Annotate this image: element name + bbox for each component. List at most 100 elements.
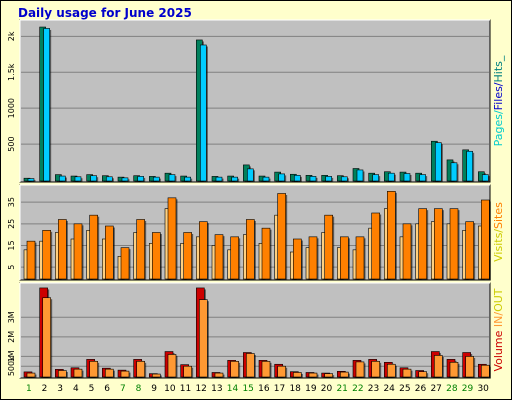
files-bar — [278, 173, 285, 182]
volume-out-bar — [230, 361, 239, 378]
visits-bar — [340, 236, 349, 280]
visits-bar — [246, 219, 255, 280]
files-bar — [466, 150, 473, 182]
volume-out-bar — [355, 361, 365, 378]
visits-bar — [42, 230, 51, 280]
visits-bar — [136, 219, 145, 280]
visits-legend-part: / — [492, 229, 505, 233]
volume-out-bar — [120, 370, 130, 378]
volume-out-bar — [105, 368, 114, 378]
volume-out-bar — [152, 373, 161, 378]
day-label: 25 — [399, 384, 410, 394]
visits-bar — [167, 197, 177, 280]
y-tick-label: 3M — [7, 311, 16, 323]
visits-bar — [418, 208, 427, 280]
volume-out-bar — [42, 297, 51, 378]
volume-out-bar — [246, 353, 255, 378]
files-bar — [27, 178, 35, 182]
hits-legend-part: / — [492, 110, 505, 114]
visits-bar — [308, 236, 318, 280]
y-tick-label: 35 — [7, 197, 16, 207]
day-label: 13 — [211, 384, 222, 394]
volume-out-bar — [387, 363, 396, 378]
day-label: 17 — [274, 384, 285, 394]
files-bar — [435, 142, 442, 182]
volume-legend-part: / — [492, 312, 505, 316]
visits-bar — [449, 208, 459, 280]
visits-bar — [152, 232, 161, 280]
visits-bar — [26, 240, 36, 280]
volume-out-bar — [58, 370, 67, 378]
day-label: 20 — [321, 384, 333, 394]
files-bar — [184, 176, 191, 182]
volume-out-bar — [183, 365, 192, 378]
files-bar — [59, 175, 66, 182]
visits-bar — [105, 225, 114, 280]
visits-bar — [355, 236, 365, 280]
visits-bar — [230, 236, 239, 280]
hits-legend: Pages/Files/Hits_ — [492, 55, 505, 146]
files-bar — [106, 176, 113, 182]
day-label: 4 — [73, 384, 79, 394]
day-label: 26 — [415, 384, 427, 394]
day-label: 1 — [26, 384, 32, 394]
hits-legend-part: Hits_ — [492, 55, 505, 82]
visits-bar — [387, 191, 396, 280]
visits-bar — [277, 193, 286, 280]
files-bar — [262, 176, 270, 182]
files-bar — [450, 162, 458, 182]
y-tick-label: 500 — [7, 136, 16, 151]
visits-bar — [324, 214, 333, 280]
visits-legend-part: Sites — [492, 202, 505, 229]
volume-out-bar — [340, 371, 349, 378]
day-label: 28 — [446, 384, 458, 394]
files-bar — [74, 176, 82, 182]
volume-out-bar — [418, 371, 427, 378]
day-label: 24 — [383, 384, 395, 394]
files-bar — [356, 169, 364, 182]
visits-bar — [371, 212, 380, 280]
day-label: 2 — [42, 384, 48, 394]
visits-bar — [434, 208, 443, 280]
files-bar — [200, 44, 207, 182]
visits-bar — [73, 223, 83, 280]
files-bar — [215, 176, 223, 182]
files-bar — [309, 176, 317, 182]
volume-out-bar — [26, 372, 36, 378]
volume-legend-part: Volume — [492, 330, 505, 371]
visits-bar — [89, 214, 98, 280]
y-tick-label: 1.5k — [7, 63, 16, 81]
day-label: 23 — [368, 384, 379, 394]
files-bar — [482, 174, 489, 182]
files-bar — [403, 173, 411, 182]
visits-legend-part: Visits — [492, 232, 505, 261]
files-bar — [137, 176, 144, 182]
volume-out-bar — [481, 364, 490, 378]
day-label: 30 — [477, 384, 489, 394]
files-bar — [341, 176, 348, 182]
visits-bar — [199, 221, 208, 280]
y-tick-label: 25 — [7, 219, 16, 229]
files-bar — [43, 28, 50, 182]
files-bar — [90, 175, 97, 182]
volume-legend-part: OUT — [492, 288, 505, 312]
volume-out-bar — [371, 361, 380, 378]
files-bar — [247, 168, 254, 182]
y-tick-label: 1000 — [7, 98, 16, 118]
visits-bar — [214, 234, 224, 280]
day-label: 8 — [136, 384, 142, 394]
day-label: 16 — [258, 384, 270, 394]
visits-bar — [183, 232, 192, 280]
files-bar — [325, 176, 332, 182]
day-label: 12 — [195, 384, 206, 394]
volume-out-bar — [89, 361, 98, 378]
files-bar — [121, 177, 129, 182]
files-bar — [294, 175, 301, 182]
visits-bar — [402, 223, 412, 280]
y-tick-label: 2k — [7, 31, 16, 41]
files-bar — [168, 174, 176, 182]
day-label: 19 — [305, 384, 317, 394]
panel-1-background — [19, 19, 491, 183]
files-bar — [372, 174, 379, 182]
volume-out-bar — [277, 365, 286, 378]
